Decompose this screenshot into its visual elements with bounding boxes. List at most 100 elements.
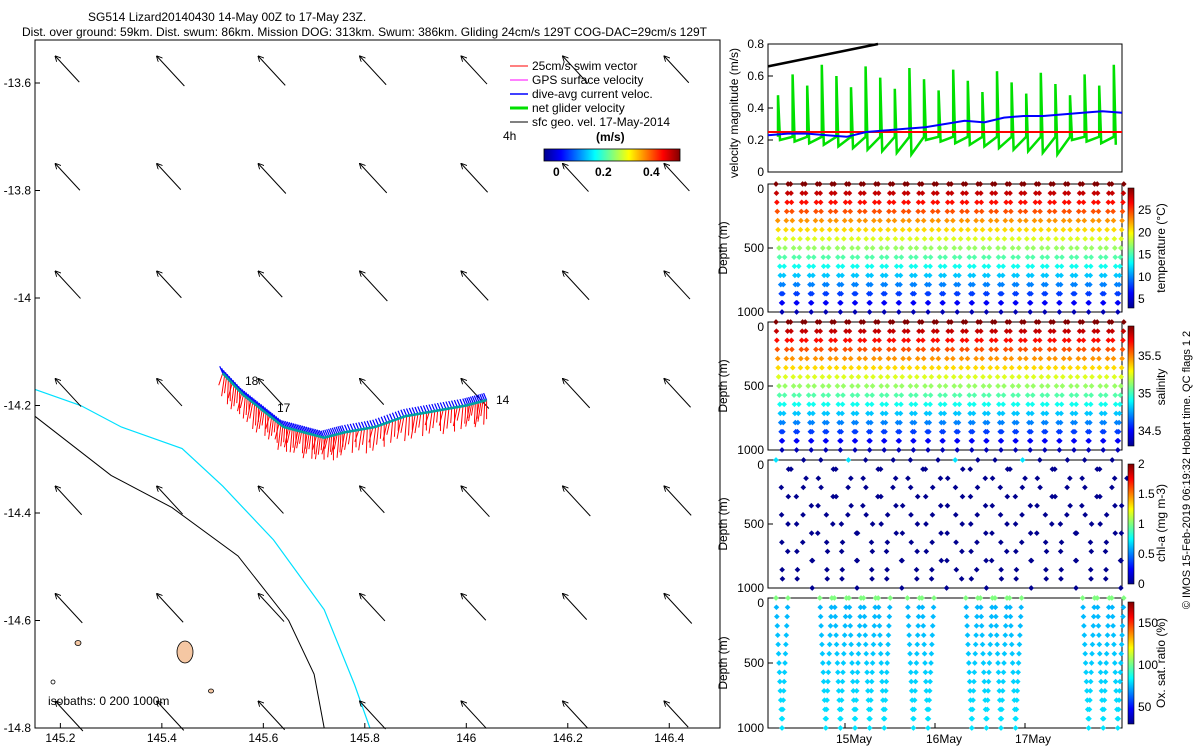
profile-point [788, 328, 794, 334]
profile-point [1118, 502, 1125, 509]
depth-tick-label: 500 [744, 656, 764, 670]
profile-point [818, 632, 825, 638]
profile-point [942, 392, 948, 398]
swim-vector [438, 409, 444, 426]
profile-point [977, 319, 984, 325]
profile-point [901, 328, 908, 334]
profile-point [835, 688, 842, 694]
profile-point [1117, 263, 1123, 270]
profile-point [999, 281, 1006, 288]
profile-point [1088, 669, 1094, 676]
profile-point [781, 401, 787, 408]
profile-point [1088, 548, 1095, 555]
profile-point [1112, 401, 1119, 408]
profile-point [879, 688, 886, 694]
profile-point [791, 401, 798, 408]
profile-point [981, 678, 988, 685]
profile-point [866, 447, 873, 453]
profile-point [959, 190, 966, 196]
profile-point [841, 355, 848, 362]
profile-point [815, 475, 822, 482]
profile-point [912, 272, 918, 279]
profile-point [865, 688, 871, 694]
swim-vector [372, 426, 377, 451]
profile-point [891, 217, 898, 224]
profile-point [1111, 245, 1118, 251]
profile-point [1066, 346, 1073, 353]
profile-point [869, 245, 876, 251]
profile-point [818, 217, 825, 224]
glider-track [221, 372, 487, 440]
profile-point [1073, 254, 1080, 260]
profile-point [823, 438, 830, 444]
profile-point [1008, 632, 1015, 638]
profile-point [922, 493, 929, 500]
profile-point [1014, 281, 1020, 288]
profile-point [784, 328, 791, 334]
profile-point [794, 438, 800, 444]
profile-point [1116, 697, 1122, 703]
profile-point [843, 190, 849, 196]
profile-point [968, 447, 975, 453]
swim-vector [465, 404, 471, 427]
profile-point [853, 290, 859, 297]
profile-point [1018, 328, 1024, 334]
profile-point [972, 226, 979, 233]
profile-point [1066, 199, 1072, 206]
profile-point [871, 217, 877, 224]
title-line-2: Dist. over ground: 59km. Dist. swum: 86k… [22, 25, 708, 39]
profile-point [1087, 263, 1094, 270]
profile-point [993, 355, 1000, 362]
profile-point [986, 254, 992, 260]
profile-point [853, 281, 860, 288]
profile-point [979, 226, 986, 233]
profile-point [1054, 263, 1061, 270]
profile-point [795, 263, 802, 270]
temperature-cbar-tick: 25 [1138, 203, 1152, 217]
profile-point [856, 355, 863, 362]
swim-vector [324, 436, 329, 449]
profile-point [974, 337, 980, 344]
profile-point [1111, 236, 1118, 242]
profile-point [1103, 539, 1110, 546]
profile-point [898, 392, 905, 398]
depth-tick-label: 500 [744, 241, 764, 255]
profile-point [861, 190, 867, 196]
profile-point [989, 190, 995, 196]
swim-vector [446, 408, 450, 429]
profile-point [773, 595, 779, 601]
profile-point [979, 641, 986, 648]
profile-point [952, 401, 958, 408]
profile-point [906, 364, 913, 371]
profile-point [992, 190, 999, 196]
map-y-tick-label: -14.2 [4, 399, 32, 413]
profile-point [1014, 410, 1021, 417]
profile-point [914, 632, 921, 638]
profile-point [977, 181, 984, 187]
profile-point [1100, 715, 1107, 722]
profile-point [798, 199, 805, 206]
profile-point [824, 548, 831, 555]
profile-point [1117, 254, 1124, 260]
profile-point [773, 181, 779, 187]
swim-vector [379, 424, 382, 439]
profile-point [970, 410, 977, 417]
dac-vector [339, 425, 344, 434]
swim-vector [330, 434, 336, 455]
profile-point [1024, 383, 1031, 389]
profile-point [878, 493, 884, 500]
profile-point [964, 623, 970, 629]
profile-point [1054, 401, 1061, 408]
profile-point [1016, 650, 1022, 657]
swim-vector [376, 425, 380, 445]
profile-point [926, 290, 932, 297]
profile-point [870, 374, 876, 380]
profile-point [856, 623, 863, 629]
profile-point [933, 319, 940, 325]
profile-point [1091, 604, 1097, 611]
profile-point [978, 623, 985, 629]
profile-point [879, 272, 886, 279]
profile-point [971, 401, 977, 408]
profile-point [892, 364, 898, 371]
profile-point [1032, 190, 1039, 196]
